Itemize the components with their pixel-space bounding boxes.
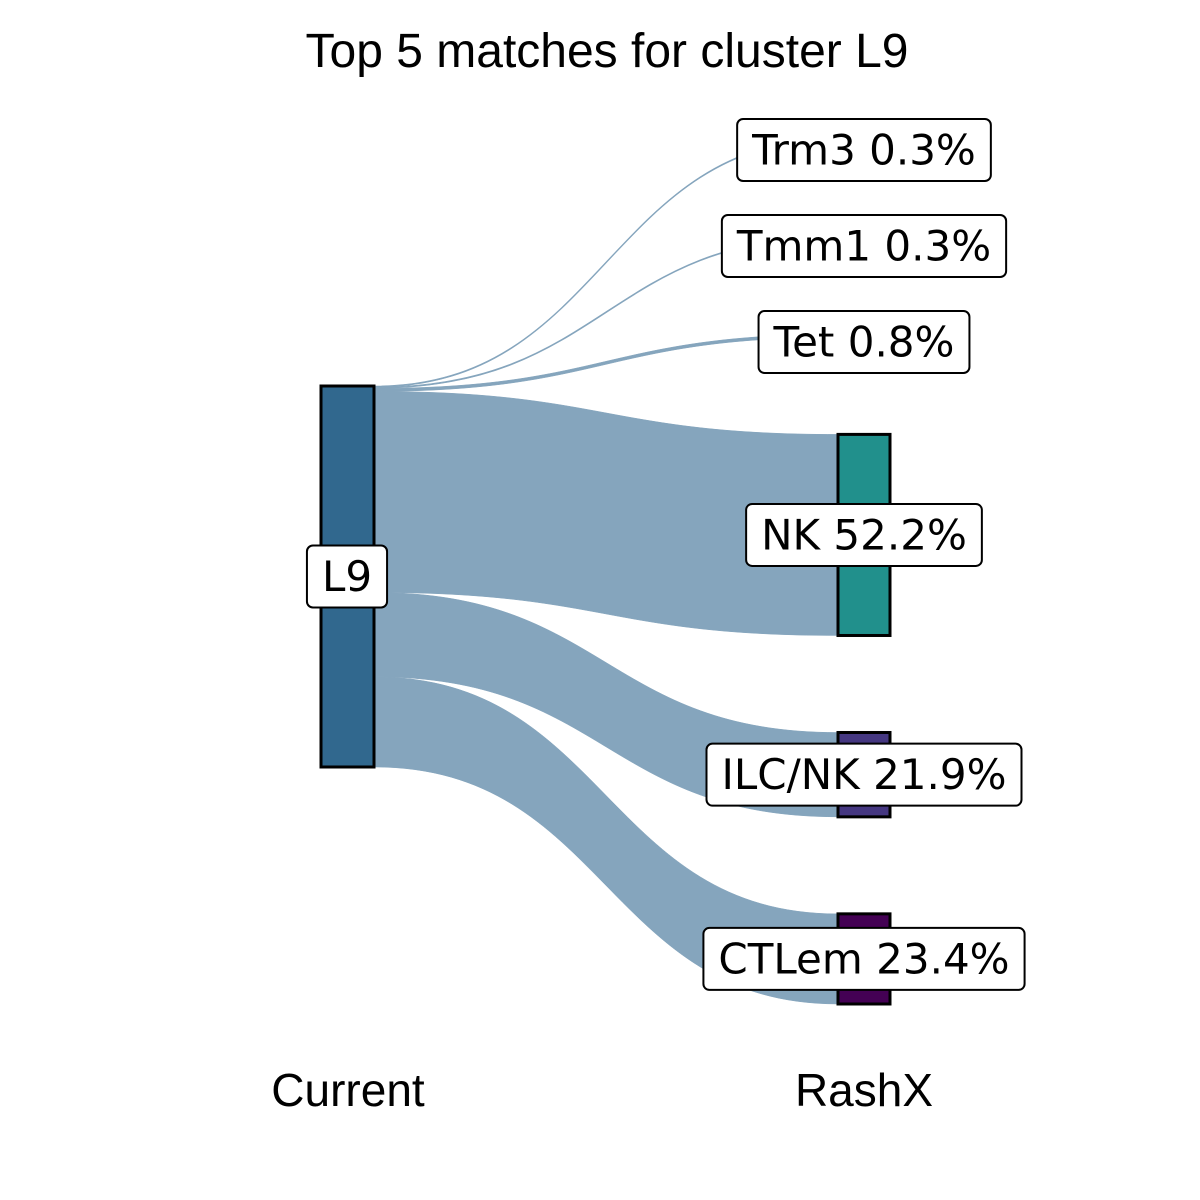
label-nk: NK 52.2% <box>745 502 983 567</box>
label-tet-text: Tet 0.8% <box>773 318 955 367</box>
label-source-l9: L9 <box>305 544 389 609</box>
label-ctlem: CTLem 23.4% <box>702 926 1026 991</box>
label-tet-box <box>757 310 971 374</box>
label-source-l9-text: L9 <box>322 552 372 601</box>
label-tet: Tet 0.8% <box>757 310 971 374</box>
label-ilc-nk-text: ILC/NK 21.9% <box>722 750 1007 799</box>
chart-title: Top 5 matches for cluster L9 <box>306 25 909 78</box>
axis-label-current: Current <box>271 1064 425 1116</box>
axis-label-rashx: RashX <box>795 1064 933 1116</box>
node-labels: L9 Trm3 0.3% Tmm1 0.3% Tet 0.8% NK 52.2% ILC/… <box>305 118 1026 991</box>
label-trm3-box <box>736 118 992 182</box>
label-trm3-text: Trm3 0.3% <box>751 126 976 175</box>
label-nk-box <box>745 502 983 567</box>
flow-links <box>373 137 839 1005</box>
label-source-l9-box <box>305 544 389 609</box>
label-tmm1-box <box>720 214 1008 278</box>
label-ctlem-box <box>702 926 1026 991</box>
label-ilc-nk-box <box>705 742 1023 807</box>
label-nk-text: NK 52.2% <box>761 510 967 559</box>
label-ctlem-text: CTLem 23.4% <box>718 934 1009 983</box>
label-tmm1: Tmm1 0.3% <box>720 214 1008 278</box>
label-tmm1-text: Tmm1 0.3% <box>736 222 991 271</box>
label-trm3: Trm3 0.3% <box>736 118 992 182</box>
label-ilc-nk: ILC/NK 21.9% <box>705 742 1023 807</box>
